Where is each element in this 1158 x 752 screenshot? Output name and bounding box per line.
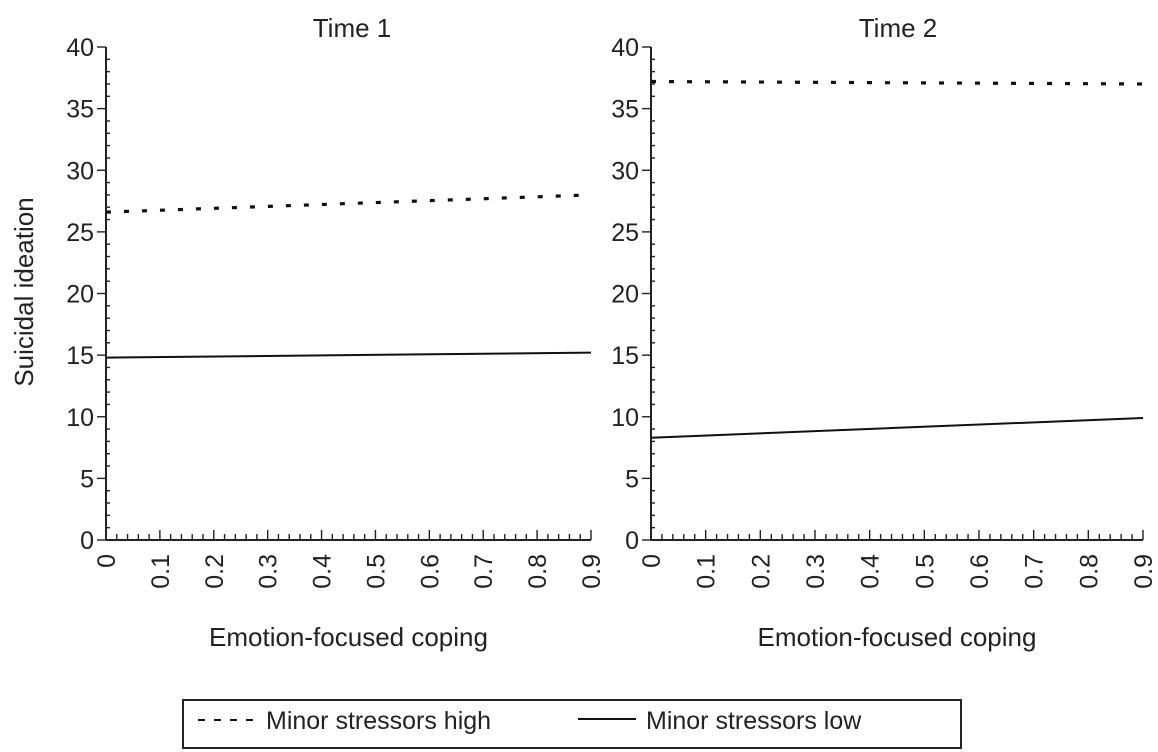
y-tick-label: 20 [611,281,639,309]
x-axis-label: Emotion-focused coping [758,622,1037,652]
y-tick-label: 10 [611,404,639,432]
x-tick-label: 0.7 [1021,554,1049,589]
x-tick-label: 0.7 [470,554,498,589]
legend-box [182,699,962,749]
x-tick-label: 0.9 [578,554,606,589]
x-tick-label: 0.2 [747,554,775,589]
x-tick-label: 0 [93,554,121,568]
x-tick-label: 0.4 [309,554,337,589]
x-tick-label: 0.6 [416,554,444,589]
x-tick-label: 0.2 [201,554,229,589]
time-1-panel: Time 1 0 5 10 15 20 25 30 35 40 0 0.1 0.2 0.3 0.4 0.5 0.… [66,13,606,652]
y-tick-label: 0 [80,527,94,555]
y-tick-label: 0 [625,527,639,555]
panel-title: Time 1 [313,13,392,43]
y-tick-label: 35 [66,96,94,124]
y-tick-label: 35 [611,96,639,124]
y-tick-label: 30 [611,157,639,185]
series-line-minor-stressors-high [650,79,1144,86]
x-tick-label: 0 [638,554,666,568]
y-tick-label: 40 [611,34,639,62]
series-line-minor-stressors-high [105,193,592,214]
x-tick-label: 0.5 [362,554,390,589]
x-tick-label: 0.4 [857,554,885,589]
x-tick-label: 0.8 [524,554,552,589]
series-line-minor-stressors-low [105,351,592,359]
x-tick-label: 0.9 [1130,554,1158,589]
y-tick-label: 5 [80,465,94,493]
x-tick-label: 0.1 [693,554,721,589]
legend-label-low: Minor stressors low [646,707,862,735]
panel-title: Time 2 [859,13,938,43]
time-2-panel: Time 2 0 5 10 15 20 25 30 35 40 0 0.1 0.2 0.3 0.4 0.5 0.… [611,13,1158,652]
x-tick-label: 0.3 [255,554,283,589]
x-tick-label: 0.3 [802,554,830,589]
y-tick-label: 15 [611,342,639,370]
legend: Minor stressors high Minor stressors low [182,699,962,749]
x-tick-label: 0.5 [911,554,939,589]
y-tick-label: 10 [66,404,94,432]
y-tick-label: 30 [66,157,94,185]
y-tick-label: 20 [66,281,94,309]
x-tick-label: 0.8 [1075,554,1103,589]
y-tick-label: 15 [66,342,94,370]
x-tick-label: 0.6 [966,554,994,589]
y-tick-label: 5 [625,465,639,493]
y-tick-label: 40 [66,34,94,62]
legend-label-high: Minor stressors high [266,707,491,735]
series-line-minor-stressors-low [650,416,1144,439]
y-tick-label: 25 [611,219,639,247]
x-axis-label: Emotion-focused coping [209,622,488,652]
y-tick-label: 25 [66,219,94,247]
y-axis-label: Suicidal ideation [9,197,39,386]
x-tick-label: 0.1 [147,554,175,589]
